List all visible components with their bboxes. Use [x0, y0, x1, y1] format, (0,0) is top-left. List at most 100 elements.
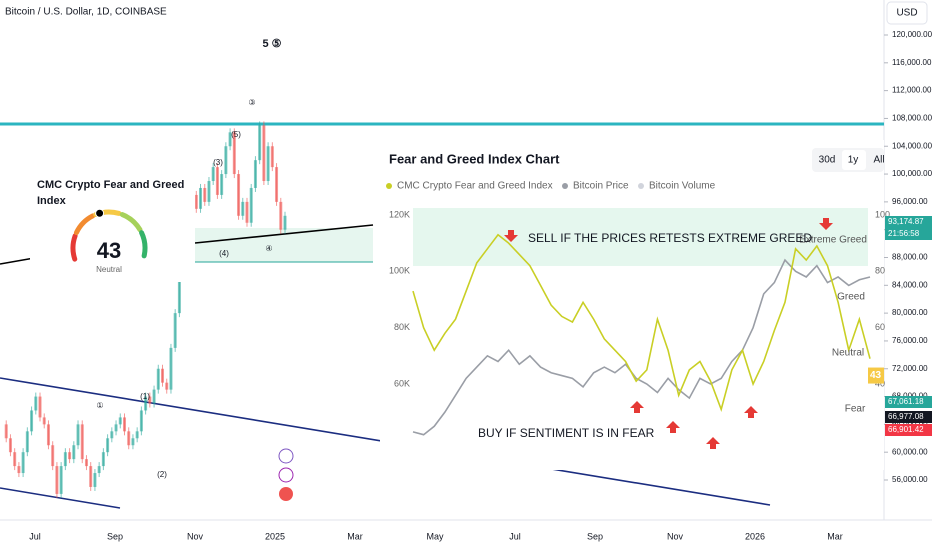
current-box	[868, 367, 884, 384]
x-tick-label: May	[426, 531, 444, 541]
candle	[122, 417, 126, 432]
candle	[177, 257, 181, 314]
candle	[63, 452, 67, 467]
legend-dot	[638, 183, 644, 189]
arrow	[744, 406, 758, 418]
candle	[165, 382, 169, 390]
wave-label: ①	[96, 401, 103, 410]
candle	[38, 396, 42, 418]
y-tick-label: 120K	[389, 209, 410, 219]
candle	[253, 160, 257, 188]
y-tick-label: 96,000.00	[892, 197, 928, 206]
annotation: SELL IF THE PRICES RETESTS EXTREME GREED	[528, 231, 812, 245]
candle	[8, 438, 12, 453]
y-tick-label: 100,000.00	[892, 169, 932, 178]
price-label: 66,977.08	[888, 412, 924, 421]
candle	[131, 438, 135, 446]
wave-label: (5)	[231, 130, 241, 139]
x-tick-label: Jul	[29, 531, 41, 541]
candle	[203, 187, 207, 202]
candle	[275, 167, 279, 202]
y-tick-label: 64,000.00	[892, 419, 928, 428]
gauge-arc	[70, 233, 78, 262]
price-label: 67,061.18	[888, 397, 924, 406]
candle	[42, 417, 46, 425]
y-tick-label: 88,000.00	[892, 253, 928, 262]
fgi-chart: 30d 1y All CMC Crypto Fear and Greed Index B…	[386, 150, 890, 449]
candle	[101, 452, 105, 467]
candle	[89, 466, 93, 487]
candle	[25, 431, 29, 453]
candle	[161, 368, 165, 383]
candle	[258, 125, 262, 161]
candle	[194, 194, 198, 209]
candle	[97, 466, 101, 474]
price-time: 21:56:58	[888, 229, 920, 238]
candle	[21, 452, 25, 474]
wave-label: (1)	[140, 392, 150, 401]
y2-tick-label: 60	[875, 322, 885, 332]
candle	[110, 431, 114, 439]
y-tick-label: 108,000.00	[892, 114, 932, 123]
price-label: 93,174.87	[888, 217, 924, 226]
y-tick-label: 76,000.00	[892, 336, 928, 345]
candle	[80, 424, 84, 460]
widget-title: CMC Crypto Fear and Greed Index	[37, 179, 184, 207]
fgi-panel	[380, 140, 884, 470]
icon[interactable]	[278, 467, 294, 483]
candle	[207, 181, 211, 202]
zone-label: Neutral	[832, 348, 864, 359]
candle	[17, 466, 21, 474]
candle	[224, 146, 228, 175]
price-label-box	[885, 424, 932, 436]
series-line	[412, 258, 871, 436]
y-tick-label: 84,000.00	[892, 280, 928, 289]
current-label: 43	[870, 370, 882, 381]
annotation: BUY IF SENTIMENT IS IN FEAR	[478, 426, 655, 440]
icon[interactable]	[278, 448, 294, 464]
icon[interactable]	[279, 487, 293, 501]
wave-label: ③	[248, 98, 255, 107]
x-tick-label: Mar	[827, 531, 843, 541]
range-button[interactable]: 30d	[819, 155, 836, 166]
candle	[152, 389, 156, 404]
candle	[215, 167, 219, 195]
price-label-box	[885, 396, 932, 408]
x-tick-label: 2026	[745, 531, 765, 541]
candle	[118, 417, 122, 425]
gauge-arc	[139, 230, 148, 259]
candle	[55, 466, 59, 494]
series-line	[412, 233, 871, 412]
y-tick-label: 116,000.00	[892, 58, 932, 67]
button-active[interactable]	[842, 150, 866, 170]
candle	[241, 201, 245, 216]
wave-labels: 5 ⑤ ③ (5) (3) (4) ④ ① (1) (2)	[96, 38, 281, 479]
candle	[34, 396, 38, 411]
legend-label: CMC Crypto Fear and Greed Index	[397, 181, 553, 192]
x-tick-label: Sep	[587, 531, 603, 541]
candle	[93, 473, 97, 487]
widget-value: 43	[97, 238, 121, 263]
arrow	[706, 437, 720, 449]
candle	[51, 445, 55, 467]
legend-dot	[562, 183, 568, 189]
candle	[169, 347, 173, 390]
gauge-needle	[95, 208, 105, 218]
fgi-title: Fear and Greed Index Chart	[389, 151, 560, 166]
candle	[283, 215, 287, 230]
range-button[interactable]: 1y	[848, 155, 859, 166]
y2-tick-label: 80	[875, 266, 885, 276]
candle	[114, 424, 118, 432]
arrow	[630, 401, 644, 413]
candle	[270, 146, 274, 168]
currency[interactable]: USD	[896, 8, 917, 19]
arrow	[504, 230, 518, 242]
channel-line	[0, 487, 121, 509]
candle	[266, 146, 270, 182]
candle	[59, 466, 63, 494]
range-button[interactable]: All	[873, 155, 884, 166]
arrow	[819, 218, 833, 230]
x-tick-label: 2025	[265, 531, 285, 541]
currency-button[interactable]	[886, 1, 928, 25]
wave-label: (4)	[219, 249, 229, 258]
